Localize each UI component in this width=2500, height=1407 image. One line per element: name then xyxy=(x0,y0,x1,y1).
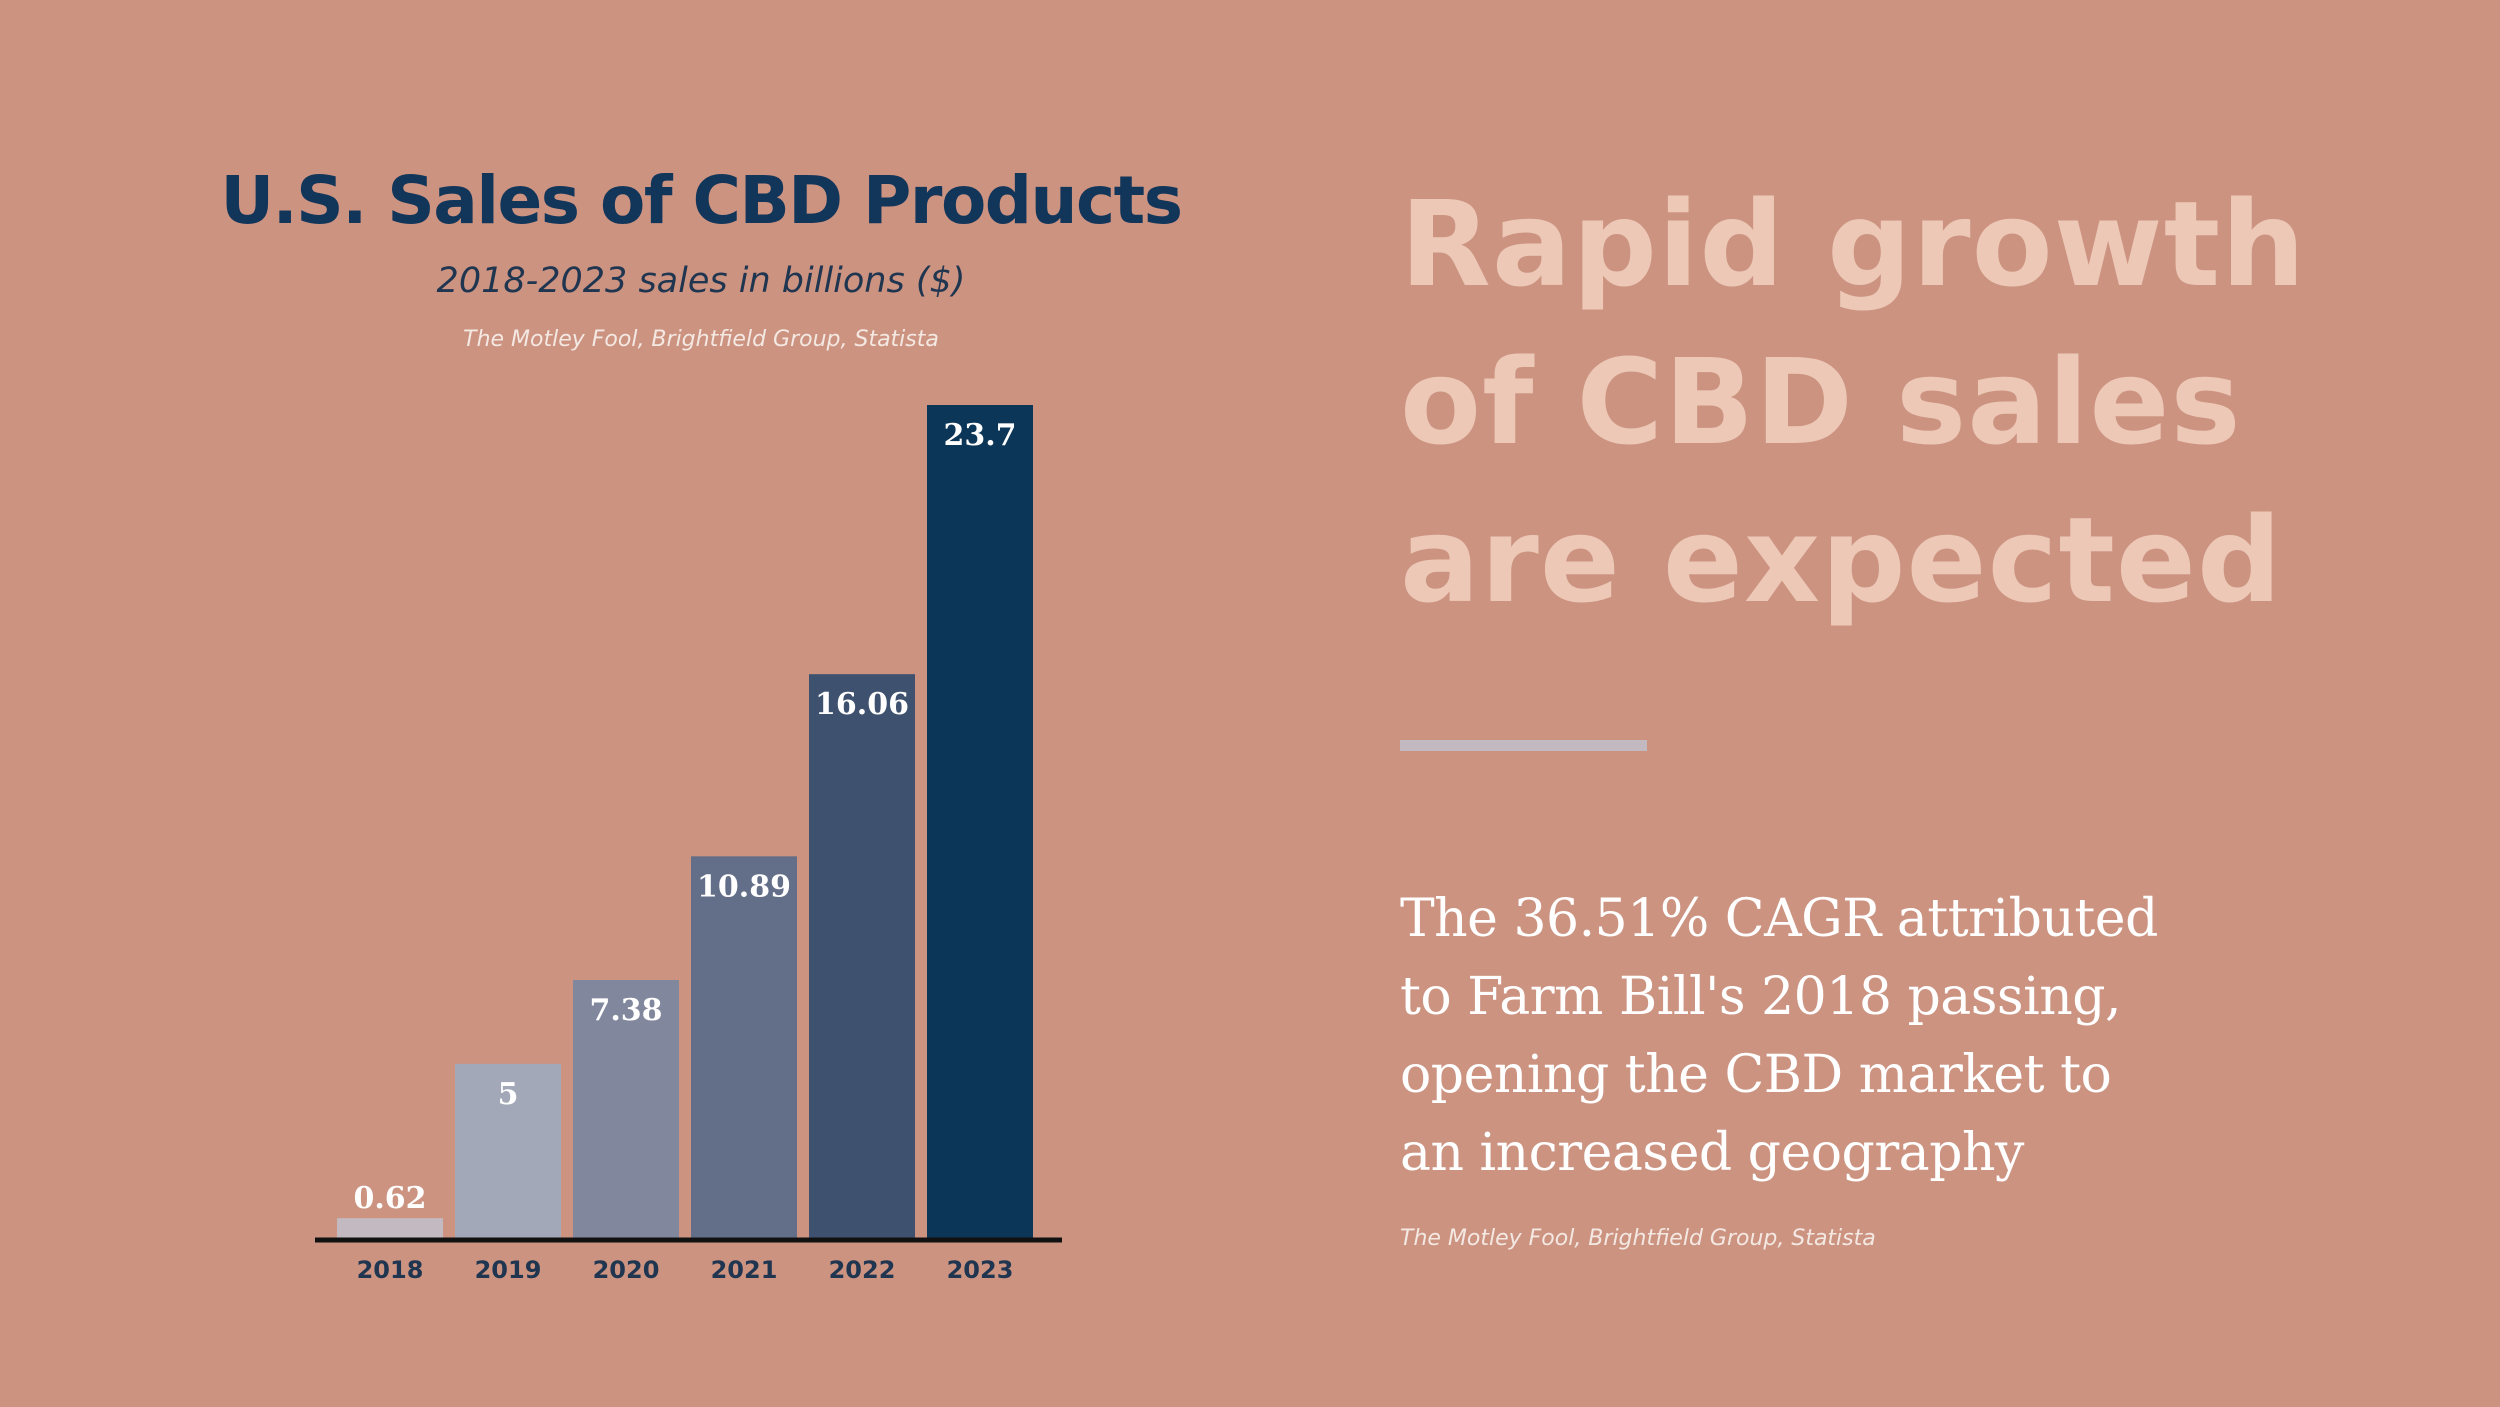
bar-2021 xyxy=(691,856,797,1240)
body-source: The Motley Fool, Brightfield Group, Stat… xyxy=(1400,1226,1876,1251)
chart-title: U.S. Sales of CBD Products xyxy=(220,162,1183,239)
body-line-2: to Farm Bill's 2018 passing, xyxy=(1400,967,2122,1027)
chart-source: The Motley Fool, Brightfield Group, Stat… xyxy=(463,327,939,352)
headline: Rapid growth of CBD sales are expected xyxy=(1400,165,2400,639)
bar-value-label-2019: 5 xyxy=(498,1077,519,1112)
headline-line-2: of CBD sales xyxy=(1400,333,2242,471)
bar-chart: 0.62 2018 5 2019 7.38 2020 10.89 2021 16.06 2022 2… xyxy=(315,405,1062,1284)
headline-line-3: are expected xyxy=(1400,491,2283,629)
bar-2020 xyxy=(573,979,679,1240)
x-tick-label-2021: 2021 xyxy=(711,1256,778,1284)
x-tick-label-2018: 2018 xyxy=(357,1256,424,1284)
body-line-1: The 36.51% CAGR attributed xyxy=(1400,889,2158,949)
bar-2023 xyxy=(927,405,1033,1240)
bar-2022 xyxy=(809,674,915,1240)
body-text: The 36.51% CAGR attributed to Farm Bill'… xyxy=(1400,880,2420,1192)
bar-value-label-2018: 0.62 xyxy=(353,1181,426,1216)
x-tick-label-2022: 2022 xyxy=(829,1256,896,1284)
bar-value-label-2020: 7.38 xyxy=(589,993,662,1028)
bar-2018 xyxy=(337,1218,443,1240)
body-line-4: an increased geography xyxy=(1400,1123,2024,1183)
x-tick-label-2023: 2023 xyxy=(947,1256,1014,1284)
bar-2019 xyxy=(455,1063,561,1240)
body-line-3: opening the CBD market to xyxy=(1400,1045,2112,1105)
bar-value-label-2023: 23.7 xyxy=(943,418,1016,453)
x-tick-label-2019: 2019 xyxy=(475,1256,542,1284)
headline-line-1: Rapid growth xyxy=(1400,175,2307,313)
x-tick-label-2020: 2020 xyxy=(593,1256,660,1284)
bars-group xyxy=(337,405,1033,1240)
divider xyxy=(1400,740,1647,751)
bar-value-label-2022: 16.06 xyxy=(815,687,909,722)
bar-value-label-2021: 10.89 xyxy=(697,869,791,904)
chart-subtitle: 2018-2023 sales in billions ($) xyxy=(436,261,966,301)
